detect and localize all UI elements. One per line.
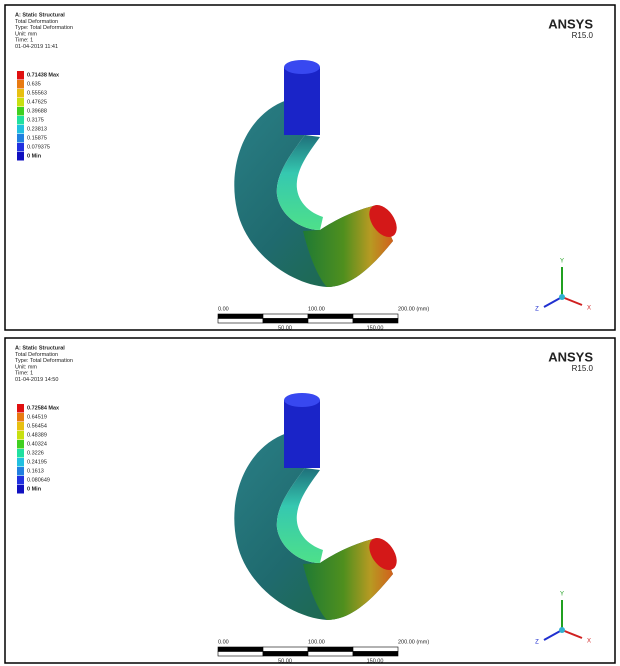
triad-label: Z	[535, 640, 539, 646]
header-line: Type: Total Deformation	[15, 25, 73, 31]
header-line: Total Deformation	[15, 352, 58, 358]
header-line: Total Deformation	[15, 19, 58, 25]
legend-label: 0.55563	[27, 90, 47, 96]
legend-swatch	[17, 467, 24, 476]
legend-label: 0.40324	[27, 441, 47, 447]
triad-label: Y	[560, 259, 564, 265]
logo: ANSYS	[548, 16, 593, 31]
header-line: Type: Total Deformation	[15, 358, 73, 364]
triad-origin	[559, 294, 565, 300]
model-shank-top	[284, 393, 320, 407]
legend-label: 0.47625	[27, 99, 47, 105]
header-line: Unit: mm	[15, 31, 37, 37]
legend-label: 0.48389	[27, 432, 47, 438]
legend-label: 0.1613	[27, 468, 44, 474]
scale-segment	[353, 647, 398, 652]
scale-label: 50.00	[278, 325, 292, 331]
legend-label: 0.079375	[27, 144, 50, 150]
scale-label: 50.00	[278, 658, 292, 664]
legend-swatch	[17, 422, 24, 431]
legend-swatch	[17, 125, 24, 134]
legend-swatch	[17, 71, 24, 80]
legend-swatch	[17, 431, 24, 440]
triad-label: X	[587, 639, 591, 645]
legend-swatch	[17, 404, 24, 413]
version: R15.0	[572, 364, 594, 373]
triad-label: Y	[560, 592, 564, 598]
legend-swatch	[17, 413, 24, 422]
scale-segment	[308, 652, 353, 657]
legend-label: 0.3175	[27, 117, 44, 123]
legend-swatch	[17, 116, 24, 125]
legend-label: 0 Min	[27, 486, 42, 492]
legend-swatch	[17, 476, 24, 485]
screenshot: A: Static StructuralTotal DeformationTyp…	[0, 0, 620, 666]
legend-swatch	[17, 98, 24, 107]
scale-label: 200.00 (mm)	[398, 639, 429, 645]
scale-segment	[218, 314, 263, 319]
header-line: A: Static Structural	[15, 345, 65, 351]
scale-label: 100.00	[308, 639, 325, 645]
scale-segment	[263, 647, 308, 652]
scale-label: 150.00	[367, 325, 384, 331]
scale-segment	[218, 652, 263, 657]
legend-label: 0.635	[27, 81, 41, 87]
model-shank	[284, 400, 320, 468]
legend-swatch	[17, 80, 24, 89]
scale-segment	[308, 647, 353, 652]
legend-label: 0.72584 Max	[27, 405, 60, 411]
legend-label: 0.39688	[27, 108, 47, 114]
legend-label: 0.64519	[27, 414, 47, 420]
legend-label: 0.3226	[27, 450, 44, 456]
header-line: A: Static Structural	[15, 12, 65, 18]
scale-label: 150.00	[367, 658, 384, 664]
header-line: 01-04-2019 11:41	[15, 44, 58, 50]
legend-swatch	[17, 458, 24, 467]
legend-swatch	[17, 440, 24, 449]
scale-segment	[353, 319, 398, 324]
model-shank-top	[284, 60, 320, 74]
triad-origin	[559, 627, 565, 633]
header-line: Time: 1	[15, 38, 33, 44]
legend-label: 0.56454	[27, 423, 47, 429]
header-line: 01-04-2019 14:50	[15, 377, 58, 383]
scale-segment	[263, 319, 308, 324]
legend-swatch	[17, 485, 24, 494]
legend-swatch	[17, 89, 24, 98]
version: R15.0	[572, 31, 594, 40]
legend-swatch	[17, 134, 24, 143]
scale-segment	[308, 319, 353, 324]
legend-swatch	[17, 449, 24, 458]
scale-segment	[263, 314, 308, 319]
scale-label: 0.00	[218, 639, 229, 645]
scale-label: 100.00	[308, 306, 325, 312]
scale-segment	[263, 652, 308, 657]
scale-label: 200.00 (mm)	[398, 306, 429, 312]
triad-label: Z	[535, 307, 539, 313]
header-line: Time: 1	[15, 371, 33, 377]
scale-segment	[218, 647, 263, 652]
scale-segment	[353, 314, 398, 319]
model-shank	[284, 67, 320, 135]
legend-swatch	[17, 143, 24, 152]
logo: ANSYS	[548, 349, 593, 364]
header-line: Unit: mm	[15, 364, 37, 370]
scale-label: 0.00	[218, 306, 229, 312]
legend-swatch	[17, 107, 24, 116]
legend-label: 0.080649	[27, 477, 50, 483]
scale-segment	[353, 652, 398, 657]
legend-label: 0 Min	[27, 153, 42, 159]
legend-label: 0.24195	[27, 459, 47, 465]
triad-label: X	[587, 306, 591, 312]
legend-label: 0.71438 Max	[27, 72, 60, 78]
legend-label: 0.23813	[27, 126, 47, 132]
scale-segment	[308, 314, 353, 319]
legend-swatch	[17, 152, 24, 161]
scale-segment	[218, 319, 263, 324]
legend-label: 0.15875	[27, 135, 47, 141]
